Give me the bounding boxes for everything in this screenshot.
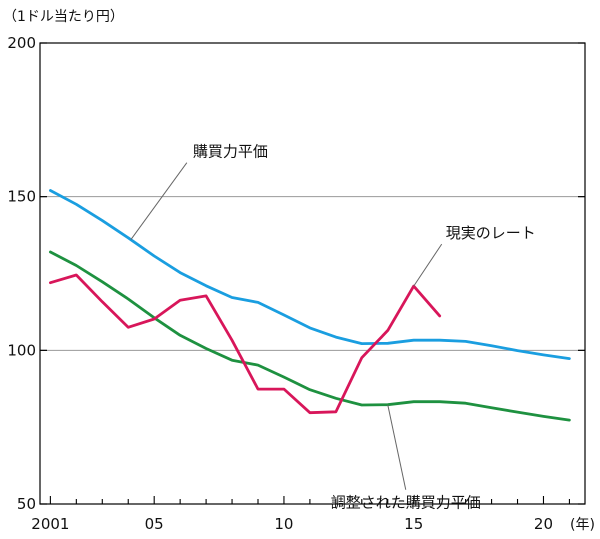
x-tick-label-2005: 05 bbox=[145, 515, 164, 533]
annotation-leader-1 bbox=[130, 162, 188, 240]
series-lines bbox=[49, 189, 571, 422]
annotation-label-1: 購買力平価 bbox=[193, 143, 268, 161]
x-tick-label-2020: 20 bbox=[534, 515, 553, 533]
x-tick-label-2010: 10 bbox=[274, 515, 293, 533]
y-tick-label-50: 50 bbox=[17, 495, 36, 513]
x-axis-unit-label: (年) bbox=[570, 517, 595, 533]
axis-ticks: 200 150 100 50 2001 05 10 15 20 bbox=[7, 34, 585, 533]
grid bbox=[40, 196, 585, 351]
x-tick-label-2001: 2001 bbox=[31, 515, 69, 533]
y-tick-label-100: 100 bbox=[7, 341, 36, 359]
y-axis-unit-label: （1ドル当たり円） bbox=[3, 9, 124, 25]
series-line-3 bbox=[49, 273, 442, 415]
annotation-label-3: 調整された購買力平価 bbox=[331, 494, 481, 512]
y-tick-label-150: 150 bbox=[7, 188, 36, 206]
annotation-leader-2 bbox=[413, 243, 443, 287]
x-tick-label-2015: 15 bbox=[404, 515, 423, 533]
y-tick-label-200: 200 bbox=[7, 34, 36, 52]
annotation-leader-3 bbox=[387, 404, 407, 490]
series-line-1 bbox=[49, 189, 571, 361]
annotation-label-2: 現実のレート bbox=[446, 224, 536, 242]
series-line-2 bbox=[49, 250, 571, 422]
plot-area-frame bbox=[39, 42, 586, 505]
